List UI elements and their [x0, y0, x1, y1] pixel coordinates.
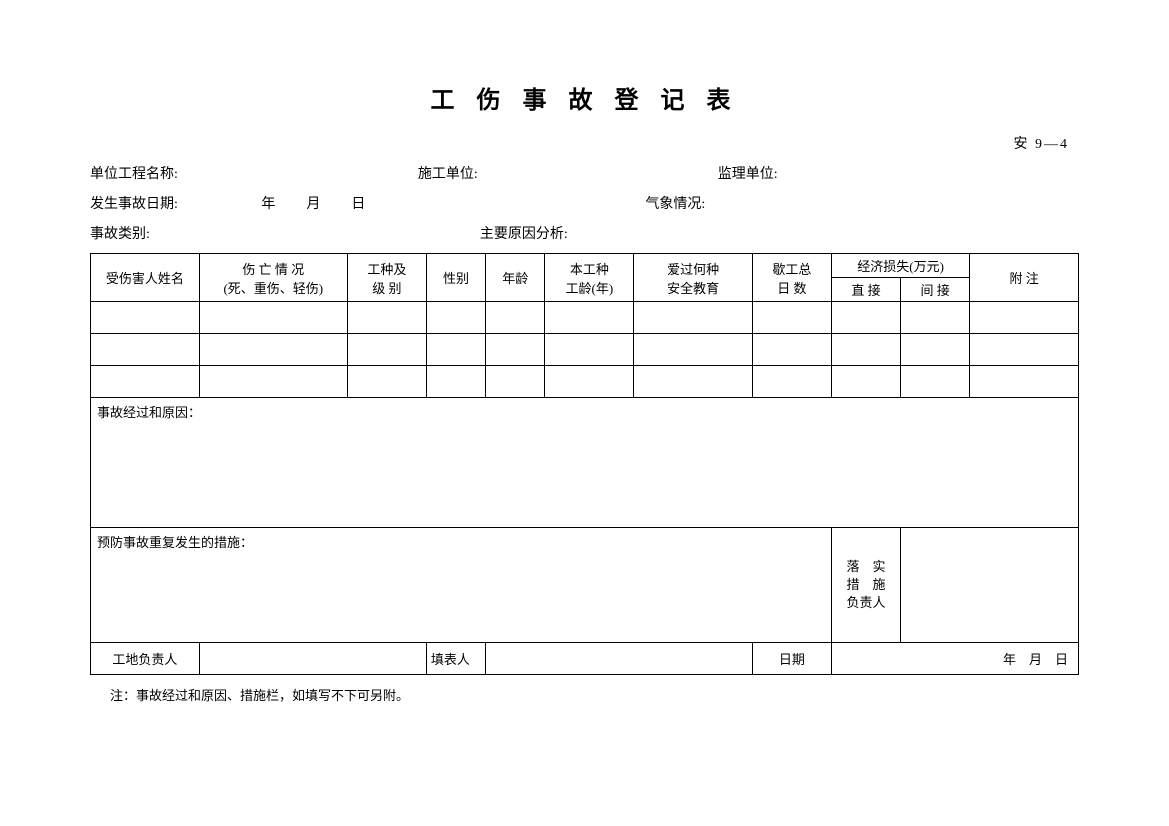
date-value: 年 月 日: [831, 643, 1078, 675]
th-gender: 性别: [426, 254, 485, 302]
th-worktype-l2: 级 别: [350, 278, 424, 297]
info-row-2: 发生事故日期: 年 月 日 气象情况:: [90, 193, 1079, 213]
prevention-row: 预防事故重复发生的措施： 落 实 措 施 负责人: [91, 528, 1079, 643]
th-days-off: 歇工总 日 数: [752, 254, 831, 302]
th-injury-l1: 伤 亡 情 况: [202, 259, 345, 278]
table-row: [91, 334, 1079, 366]
th-age: 年龄: [486, 254, 545, 302]
th-days-l2: 日 数: [755, 278, 829, 297]
th-injury-status: 伤 亡 情 况 (死、重伤、轻伤): [199, 254, 347, 302]
label-main-cause: 主要原因分析:: [480, 223, 568, 243]
th-workage-l1: 本工种: [547, 259, 631, 278]
table-header-row-1: 受伤害人姓名 伤 亡 情 况 (死、重伤、轻伤) 工种及 级 别 性别 年龄 本…: [91, 254, 1079, 278]
th-safety-l2: 安全教育: [636, 278, 750, 297]
th-indirect: 间 接: [901, 278, 970, 302]
th-injury-l2: (死、重伤、轻伤): [202, 278, 345, 297]
info-row-3: 事故类别: 主要原因分析:: [90, 223, 1079, 243]
incident-detail-row: 事故经过和原因：: [91, 398, 1079, 528]
resp-l2: 措 施: [834, 576, 898, 594]
label-project-name: 单位工程名称:: [90, 163, 178, 183]
th-workage-l2: 工龄(年): [547, 278, 631, 297]
th-work-age: 本工种 工龄(年): [545, 254, 634, 302]
th-safety-l1: 爱过何种: [636, 259, 750, 278]
label-site-manager: 工地负责人: [91, 643, 200, 675]
th-direct: 直 接: [831, 278, 900, 302]
form-code: 安 9—4: [90, 133, 1079, 153]
year-label: 年: [261, 197, 275, 212]
footer-row: 工地负责人 填表人 日期 年 月 日: [91, 643, 1079, 675]
th-worktype-l1: 工种及: [350, 259, 424, 278]
main-table: 受伤害人姓名 伤 亡 情 况 (死、重伤、轻伤) 工种及 级 别 性别 年龄 本…: [90, 253, 1079, 675]
label-supervision-unit: 监理单位:: [718, 163, 778, 183]
resp-l1: 落 实: [834, 558, 898, 576]
th-victim-name: 受伤害人姓名: [91, 254, 200, 302]
label-weather: 气象情况:: [645, 193, 705, 213]
site-manager-value: [199, 643, 426, 675]
footnote: 注：事故经过和原因、措施栏，如填写不下可另附。: [90, 685, 1079, 704]
incident-detail-cell: 事故经过和原因：: [91, 398, 1079, 528]
label-incident-date: 发生事故日期:: [90, 193, 178, 213]
month-label: 月: [306, 197, 320, 212]
form-title: 工 伤 事 故 登 记 表: [90, 80, 1079, 115]
responsible-person-value: [901, 528, 1079, 643]
prevention-cell: 预防事故重复发生的措施：: [91, 528, 832, 643]
date-input: 年 月 日: [178, 193, 366, 213]
table-row: [91, 366, 1079, 398]
th-work-type: 工种及 级 别: [347, 254, 426, 302]
label-form-filler: 填表人: [426, 643, 485, 675]
label-construction-unit: 施工单位:: [418, 163, 478, 183]
form-filler-value: [486, 643, 753, 675]
label-date: 日期: [752, 643, 831, 675]
th-economic-loss: 经济损失(万元): [831, 254, 969, 278]
info-row-1: 单位工程名称: 施工单位: 监理单位:: [90, 163, 1079, 183]
responsible-person-label: 落 实 措 施 负责人: [831, 528, 900, 643]
th-remark: 附 注: [970, 254, 1079, 302]
day-label: 日: [351, 197, 365, 212]
th-safety-edu: 爱过何种 安全教育: [634, 254, 753, 302]
th-days-l1: 歇工总: [755, 259, 829, 278]
resp-l3: 负责人: [834, 594, 898, 612]
table-row: [91, 302, 1079, 334]
label-incident-type: 事故类别:: [90, 223, 150, 243]
